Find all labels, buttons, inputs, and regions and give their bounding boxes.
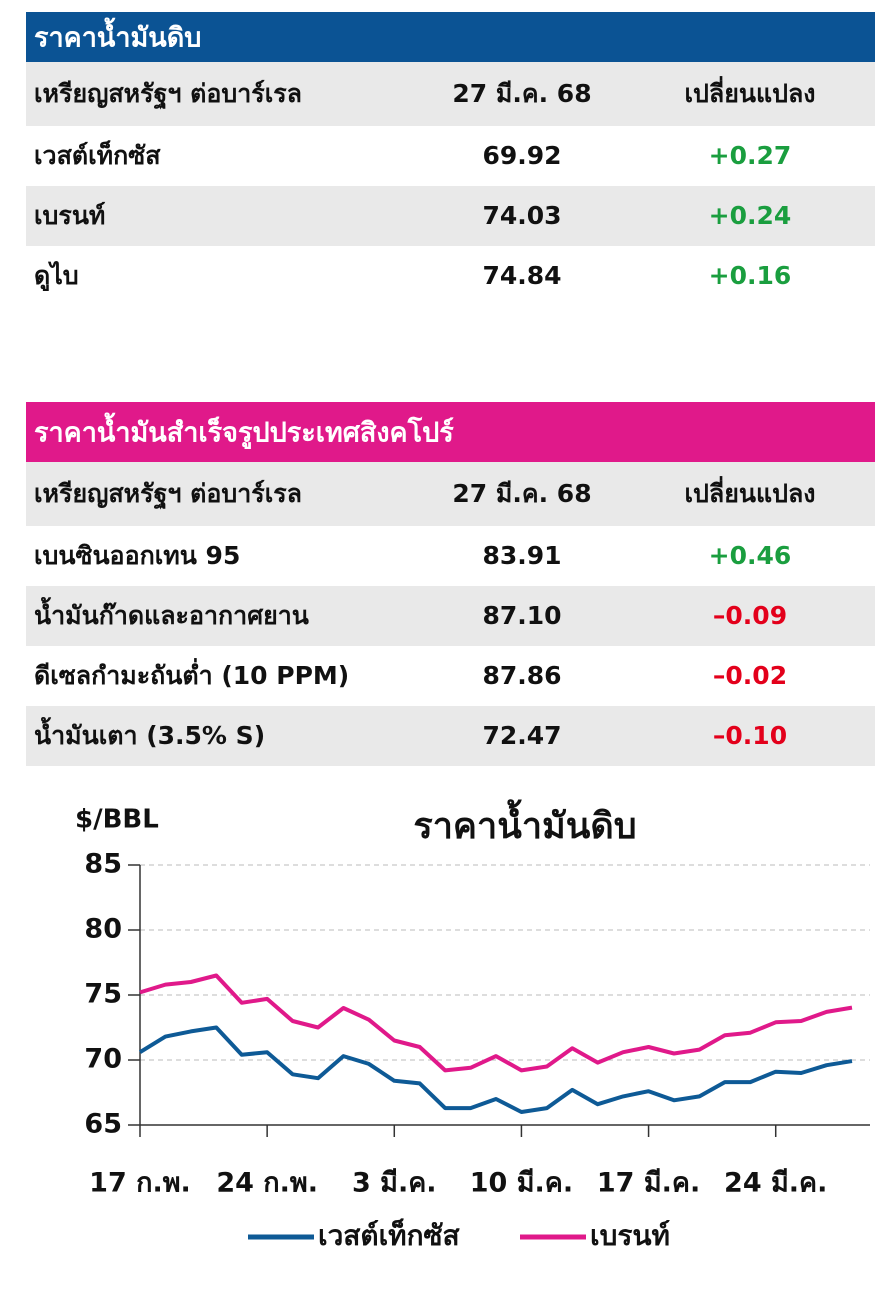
y-tick-label: 75: [84, 979, 122, 1010]
legend-label: เวสต์เท็กซัส: [318, 1218, 461, 1252]
series-line: [138, 1025, 853, 1114]
table-cell: ดีเซลกำมะถันต่ำ (10 PPM): [34, 658, 349, 690]
table-cell: +0.24: [709, 201, 792, 230]
y-tick-label: 70: [84, 1044, 122, 1075]
y-tick-label: 80: [84, 914, 122, 945]
legend-label: เบรนท์: [590, 1219, 670, 1252]
x-tick-label: 24 ก.พ.: [216, 1168, 318, 1199]
table-cell: 74.84: [482, 261, 561, 290]
table-cell: ดูไบ: [34, 260, 79, 292]
table-title: ราคาน้ำมันสำเร็จรูปประเทศสิงคโปร์: [34, 412, 454, 450]
table-row-bg: [26, 706, 875, 766]
x-tick-label: 17 ก.พ.: [89, 1168, 191, 1199]
table-cell: 74.03: [482, 201, 561, 230]
table-title: ราคาน้ำมันดิบ: [34, 17, 201, 54]
table-header-cell: 27 มี.ค. 68: [452, 79, 591, 108]
table-cell: น้ำมันก๊าดและอากาศยาน: [34, 596, 309, 630]
y-axis-label: $/BBL: [75, 805, 159, 835]
series-line: [139, 973, 853, 1073]
table-cell: เวสต์เท็กซัส: [34, 140, 161, 170]
table-cell: เบนซินออกเทน 95: [34, 541, 240, 570]
table-cell: –0.09: [713, 601, 787, 630]
y-tick-label: 85: [84, 849, 122, 880]
table-header-cell: 27 มี.ค. 68: [452, 479, 591, 508]
table-cell: +0.27: [709, 141, 792, 170]
table-cell: +0.46: [709, 541, 792, 570]
table-header-cell: เหรียญสหรัฐฯ ต่อบาร์เรล: [34, 479, 302, 510]
table-cell: 83.91: [482, 541, 561, 570]
table-cell: 69.92: [482, 141, 561, 170]
x-tick-label: 17 มี.ค.: [597, 1168, 700, 1199]
table-row-bg: [26, 186, 875, 246]
table-cell: –0.02: [713, 661, 787, 690]
x-tick-label: 24 มี.ค.: [724, 1168, 827, 1199]
x-tick-label: 3 มี.ค.: [352, 1168, 437, 1199]
table-row-bg: [26, 586, 875, 646]
table-title-bar: [26, 12, 875, 62]
chart-title: ราคาน้ำมันดิบ: [413, 799, 636, 847]
table-cell: 87.10: [482, 601, 561, 630]
table-cell: 72.47: [482, 721, 561, 750]
table-title-bar: [26, 402, 875, 462]
table-header-bg: [26, 462, 875, 526]
y-tick-label: 65: [84, 1109, 122, 1140]
x-tick-label: 10 มี.ค.: [470, 1168, 573, 1199]
table-cell: น้ำมันเตา (3.5% S): [34, 716, 265, 750]
table-cell: 87.86: [482, 661, 561, 690]
table-header-cell: เหรียญสหรัฐฯ ต่อบาร์เรล: [34, 79, 302, 110]
table-header-cell: เปลี่ยนแปลง: [685, 76, 816, 108]
table-cell: +0.16: [709, 261, 792, 290]
table-cell: –0.10: [713, 721, 787, 750]
table-cell: เบรนท์: [34, 201, 105, 230]
table-header-cell: เปลี่ยนแปลง: [685, 476, 816, 508]
table-header-bg: [26, 62, 875, 126]
